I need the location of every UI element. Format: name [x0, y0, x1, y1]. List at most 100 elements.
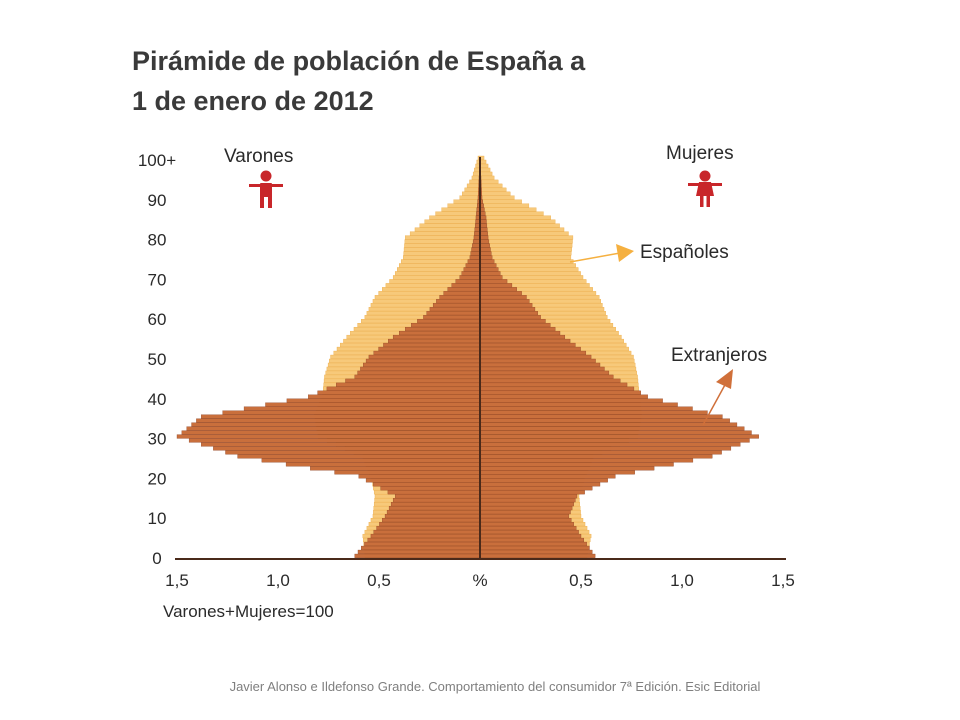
- foreign-bar-male-age-60: [423, 315, 481, 320]
- foreign-bar-male-age-66: [443, 291, 481, 296]
- spanish-bar-female-age-82: [479, 227, 565, 232]
- foreign-bar-female-age-13: [479, 502, 574, 507]
- spanish-bar-female-age-92: [479, 187, 507, 192]
- foreign-bar-male-age-44: [345, 378, 481, 383]
- foreign-bar-male-age-48: [363, 362, 481, 367]
- spanish-bar-male-age-85: [429, 215, 481, 220]
- foreign-bar-female-age-40: [479, 394, 648, 399]
- foreign-bar-female-age-14: [479, 498, 576, 503]
- foreign-bar-male-age-28: [201, 442, 481, 447]
- foreign-bar-male-age-11: [386, 510, 481, 515]
- foreign-bar-female-age-38: [479, 402, 678, 407]
- foreign-bar-male-age-72: [463, 267, 481, 272]
- spanish-bar-female-age-79: [479, 239, 573, 244]
- spanish-bar-male-age-77: [403, 247, 481, 252]
- foreign-bar-female-age-78: [479, 243, 490, 248]
- foreign-bar-male-age-52: [378, 346, 481, 352]
- foreign-bar-female-age-79: [479, 239, 490, 244]
- foreign-bar-male-age-19: [365, 478, 481, 483]
- foreign-bar-male-age-13: [390, 502, 481, 507]
- foreign-bar-female-age-31: [479, 430, 752, 435]
- foreign-bar-male-age-79: [472, 239, 481, 244]
- foreign-bar-male-age-4: [367, 537, 481, 543]
- foreign-bar-male-age-32: [186, 426, 481, 431]
- foreign-bar-female-age-43: [479, 382, 628, 387]
- foreign-bar-male-age-62: [429, 307, 481, 312]
- foreign-bar-male-age-68: [451, 283, 481, 288]
- chart-title-line-2: 1 de enero de 2012: [132, 86, 374, 116]
- foreign-bar-female-age-5: [479, 533, 582, 539]
- foreign-bar-female-age-64: [479, 299, 530, 304]
- foreign-bar-male-age-56: [399, 330, 481, 336]
- y-tick-label-0: 0: [152, 549, 161, 568]
- foreign-bar-male-age-34: [196, 418, 481, 423]
- foreign-bar-female-age-47: [479, 366, 605, 371]
- foreign-bar-female-age-15: [479, 494, 578, 499]
- foreign-bar-female-age-30: [479, 434, 759, 439]
- foreign-bar-female-age-0: [479, 553, 596, 558]
- spanish-bar-female-age-97: [479, 167, 491, 172]
- foreign-bar-male-age-55: [392, 334, 481, 340]
- foreign-bar-male-age-63: [432, 303, 481, 308]
- foreign-bar-female-age-56: [479, 330, 561, 336]
- foreign-bar-female-age-72: [479, 267, 499, 272]
- foreign-bar-male-age-6: [373, 529, 481, 535]
- foreign-arrow-line: [702, 382, 727, 426]
- foreign-bar-male-age-37: [243, 406, 481, 411]
- source-credit: Javier Alonso e Ildefonso Grande. Compor…: [229, 679, 761, 694]
- spanish-bar-male-age-93: [466, 183, 481, 188]
- foreign-bar-female-age-25: [479, 454, 713, 459]
- axes: [175, 157, 786, 560]
- foreign-bar-male-age-22: [310, 466, 481, 471]
- foreign-bar-female-age-51: [479, 350, 587, 355]
- foreign-bar-female-age-10: [479, 514, 570, 519]
- foreign-bar-female-age-62: [479, 307, 536, 312]
- spanish-bar-male-age-82: [414, 227, 481, 232]
- spanish-bar-male-age-92: [464, 187, 481, 192]
- spanish-bar-male-age-78: [404, 243, 481, 248]
- foreign-bar-female-age-19: [479, 478, 608, 483]
- foreign-bars: [176, 159, 759, 558]
- foreign-bar-female-age-11: [479, 510, 571, 515]
- foreign-bar-male-age-57: [405, 326, 481, 332]
- foreign-bar-female-age-22: [479, 466, 655, 471]
- foreign-bar-female-age-45: [479, 374, 614, 379]
- spanish-bar-female-age-78: [479, 243, 573, 248]
- spanish-bar-male-age-79: [404, 239, 481, 244]
- spanish-bar-female-age-86: [479, 211, 544, 216]
- foreign-bar-female-age-54: [479, 338, 571, 344]
- foreign-bar-female-age-70: [479, 275, 503, 280]
- foreign-bar-male-age-73: [465, 263, 481, 268]
- spanish-bar-female-age-87: [479, 207, 537, 212]
- foreign-bar-female-age-82: [479, 227, 488, 232]
- foreign-bar-male-age-17: [380, 486, 481, 491]
- foreign-bar-male-age-36: [222, 410, 481, 415]
- foreign-bar-female-age-58: [479, 323, 551, 328]
- foreign-bar-male-age-50: [368, 354, 481, 359]
- spanish-bar-female-age-83: [479, 223, 560, 228]
- spanish-bar-male-age-95: [471, 175, 481, 180]
- spanish-bar-male-age-91: [462, 191, 481, 196]
- spanish-annotation: Españoles: [569, 242, 729, 263]
- foreign-bar-male-age-75: [469, 255, 481, 260]
- foreign-bar-female-age-53: [479, 342, 576, 348]
- foreign-bar-male-age-15: [394, 494, 481, 499]
- foreign-bar-female-age-27: [479, 446, 732, 451]
- foreign-bar-male-age-42: [326, 386, 481, 391]
- y-tick-label-90: 90: [148, 191, 167, 210]
- foreign-bar-female-age-83: [479, 223, 488, 228]
- y-tick-label-20: 20: [148, 469, 167, 488]
- foreign-bar-male-age-7: [376, 525, 481, 531]
- foreign-bar-male-age-3: [364, 541, 481, 547]
- foreign-bar-female-age-59: [479, 319, 546, 324]
- male-label: Varones: [224, 146, 293, 167]
- legend-label-foreign: Extranjeros: [671, 345, 767, 366]
- foreign-bar-male-age-18: [373, 482, 481, 487]
- foreign-bar-male-age-69: [455, 279, 481, 284]
- foreign-bar-female-age-4: [479, 537, 585, 543]
- foreign-bar-male-age-31: [181, 430, 481, 435]
- foreign-bar-male-age-30: [176, 434, 481, 439]
- foreign-bar-female-age-36: [479, 410, 708, 415]
- spanish-bar-female-age-77: [479, 247, 572, 252]
